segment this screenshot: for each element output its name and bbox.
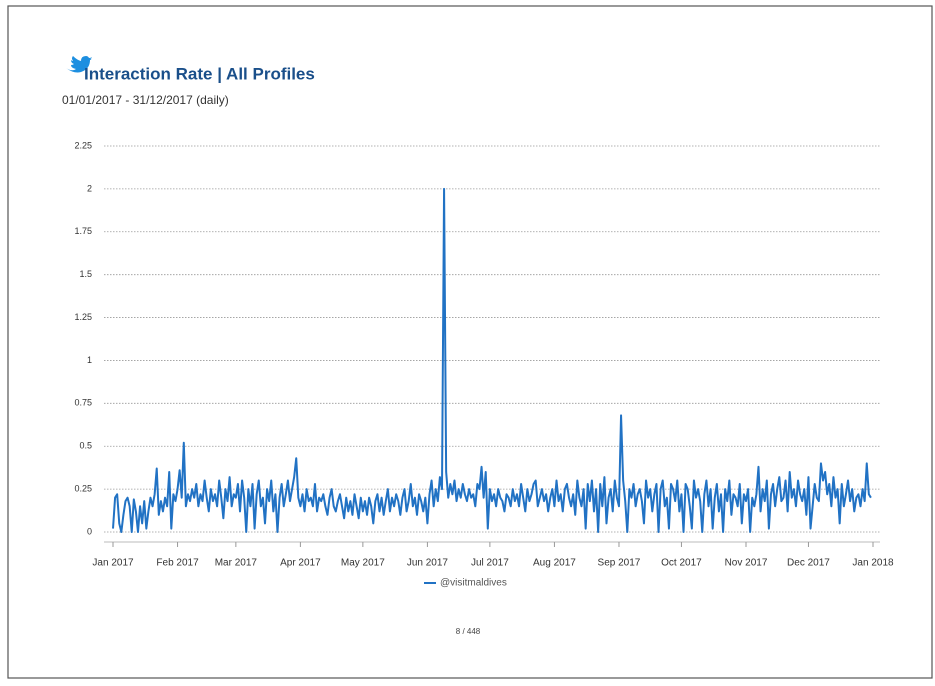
y-tick-label: 0.5 bbox=[79, 441, 92, 451]
y-tick-label: 1.5 bbox=[79, 269, 92, 279]
x-tick-label: Jan 2017 bbox=[92, 558, 134, 569]
y-tick-label: 0 bbox=[87, 526, 92, 536]
x-tick-label: Nov 2017 bbox=[725, 558, 768, 569]
series-line bbox=[112, 187, 872, 533]
x-tick-label: Aug 2017 bbox=[533, 558, 576, 569]
y-tick-label: 2 bbox=[87, 183, 92, 193]
legend-label: @visitmaldives bbox=[440, 578, 507, 589]
x-tick-label: Oct 2017 bbox=[661, 558, 702, 569]
page-border bbox=[7, 5, 933, 679]
y-tick-label: 1.25 bbox=[74, 312, 92, 322]
chart-subtitle: 01/01/2017 - 31/12/2017 (daily) bbox=[62, 93, 229, 107]
y-tick-label: 1.75 bbox=[74, 226, 92, 236]
page-number: 8 / 448 bbox=[456, 627, 481, 636]
chart-title: Interaction Rate | All Profiles bbox=[84, 64, 315, 83]
x-tick-label: May 2017 bbox=[341, 558, 385, 569]
y-tick-label: 2.25 bbox=[74, 140, 92, 150]
x-tick-label: Jul 2017 bbox=[471, 558, 509, 569]
x-tick-label: Dec 2017 bbox=[787, 558, 830, 569]
y-tick-label: 1 bbox=[87, 355, 92, 365]
y-tick-label: 0.25 bbox=[74, 483, 92, 493]
y-tick-label: 0.75 bbox=[74, 398, 92, 408]
x-tick-label: Jun 2017 bbox=[407, 558, 449, 569]
x-tick-label: Sep 2017 bbox=[598, 558, 641, 569]
x-tick-label: Feb 2017 bbox=[156, 558, 199, 569]
x-tick-label: Apr 2017 bbox=[280, 558, 321, 569]
x-tick-label: Mar 2017 bbox=[215, 558, 258, 569]
x-tick-label: Jan 2018 bbox=[852, 558, 894, 569]
twitter-icon bbox=[66, 56, 92, 73]
